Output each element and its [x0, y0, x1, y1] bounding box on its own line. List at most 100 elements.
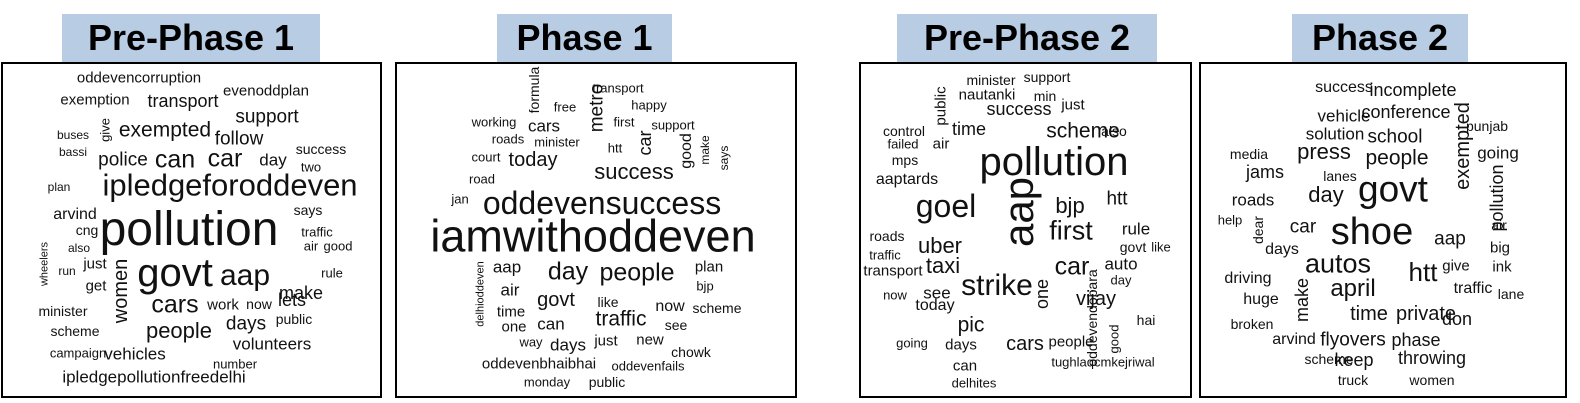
word-cloud-word: oddevensuccess [482, 185, 722, 221]
word-cloud-word: traffic [869, 247, 901, 263]
word-cloud-word: make [698, 135, 712, 165]
panel-title-pre-phase-1: Pre-Phase 1 [62, 14, 320, 62]
word-cloud-word: vijay [1075, 288, 1117, 310]
word-cloud-word: car [207, 144, 243, 173]
word-cloud-word: now [883, 287, 907, 303]
word-cloud-word: govt [137, 251, 213, 295]
word-cloud-word: mps [891, 152, 919, 168]
word-cloud-word: new [636, 331, 664, 349]
word-cloud-word: oddevencorruption [76, 69, 202, 87]
word-cloud-word: lets [277, 290, 307, 310]
word-cloud-word: good [1106, 324, 1122, 354]
word-cloud-word: oddevendobara [1084, 269, 1100, 367]
word-cloud-word: vehicle [1317, 106, 1371, 126]
word-cloud-word: htt [1408, 257, 1438, 287]
word-cloud-word: rule [321, 265, 343, 281]
word-cloud-word: govt [1358, 168, 1428, 210]
word-cloud-word: scheme [50, 323, 100, 339]
word-cloud-word: support [651, 117, 695, 133]
word-cloud-word: says [717, 145, 731, 171]
word-cloud-word: campaign [49, 345, 107, 361]
word-cloud-word: work [207, 296, 239, 314]
word-cloud-word: phase [1391, 330, 1441, 350]
word-cloud-word: just [83, 255, 107, 273]
word-cloud-word: arvind [53, 206, 97, 223]
word-cloud-word: cars [1006, 333, 1044, 355]
word-cloud-word: volunteers [232, 334, 312, 354]
word-cloud-word: traffic [1453, 280, 1493, 297]
word-cloud-word: run [58, 264, 76, 278]
word-cloud-word: goel [915, 188, 977, 224]
word-cloud-word: people [599, 258, 675, 287]
word-cloud-word: exemption [60, 91, 130, 109]
word-cloud-word: day [1110, 272, 1132, 288]
word-cloud-word: just [1061, 96, 1085, 114]
word-cloud-word: incomplete [1369, 80, 1457, 100]
word-cloud-word: two [300, 159, 322, 175]
word-cloud-word: bassi [58, 145, 88, 159]
word-cloud-word: minister [38, 303, 88, 319]
word-cloud-word: see [923, 283, 951, 303]
word-cloud-word: jan [451, 191, 469, 207]
word-cloud-word: lanes [1323, 168, 1357, 184]
word-cloud-word: day [259, 150, 287, 170]
word-cloud-word: aap [219, 259, 271, 292]
word-cloud-word: tughlaqcmkejriwal [1051, 354, 1155, 370]
word-cloud-word: police [98, 149, 148, 171]
word-cloud-word: can [952, 357, 978, 375]
word-cloud-word: oddevenfails [611, 358, 685, 374]
word-cloud-word: people [145, 318, 213, 343]
word-cloud-word: going [1477, 143, 1519, 163]
word-cloud-word: one [1032, 278, 1052, 310]
word-cloud-word: traffic [301, 224, 333, 240]
word-cloud-word: support [1023, 69, 1071, 85]
word-cloud-word: flyovers [1320, 329, 1386, 351]
word-cloud-pre-phase-1: oddevencorruption exemption transport eveno… [1, 62, 382, 398]
word-cloud-word: control [882, 123, 926, 139]
word-cloud-word: roads [491, 131, 525, 147]
word-cloud-word: days [945, 336, 977, 354]
word-cloud-word: says [293, 202, 323, 218]
word-cloud-word: private [1395, 303, 1457, 325]
word-cloud-word: throwing [1397, 348, 1467, 368]
word-cloud-word: day [547, 257, 589, 286]
word-cloud-word: exempted [118, 118, 212, 142]
word-cloud-word: aaptards [875, 171, 939, 188]
word-cloud-word: media [1229, 146, 1269, 162]
word-cloud-word: punjab [1465, 118, 1509, 134]
word-cloud-word: aap [492, 257, 522, 277]
word-cloud-word: support [235, 106, 299, 128]
word-cloud-word: aap [995, 176, 1042, 248]
word-cloud-word: time [496, 303, 526, 321]
word-cloud-word: taxi [925, 253, 961, 278]
word-cloud-word: oddevenbhaibhai [481, 355, 597, 373]
word-cloud-word: days [225, 313, 267, 335]
word-cloud-phase-2: success incomplete vehicle conference punjab… [1199, 62, 1567, 398]
word-cloud-word: rule [1121, 219, 1151, 239]
word-cloud-word: pollution [99, 203, 279, 256]
word-cloud-word: make [1292, 277, 1312, 323]
word-cloud-word: conference [1361, 102, 1451, 122]
word-cloud-word: car [635, 130, 655, 156]
word-cloud-word: like [1151, 239, 1171, 255]
panel-title-phase-1: Phase 1 [497, 14, 672, 62]
word-cloud-word: auto [1104, 254, 1138, 274]
word-cloud-word: delhioddeven [474, 261, 487, 327]
word-cloud-word: just [594, 332, 618, 350]
word-cloud-word: number [212, 356, 258, 372]
word-cloud-word: time [1350, 303, 1388, 325]
word-cloud-word: exempted [1452, 102, 1474, 190]
word-cloud-word: shoe [1330, 211, 1414, 253]
word-cloud-word: transport [147, 91, 219, 111]
word-cloud-word: women [110, 258, 132, 324]
word-cloud-word: way [519, 334, 543, 350]
word-cloud-word: failed [887, 136, 919, 152]
word-cloud-word: success [295, 141, 347, 157]
word-cloud-word: big [1489, 239, 1511, 257]
word-cloud-word: cars [527, 116, 561, 136]
word-cloud-word: traffic [595, 307, 647, 331]
word-cloud-word: htt [607, 140, 623, 156]
word-cloud-word: can [154, 145, 196, 174]
word-cloud-word: days [1265, 241, 1299, 258]
word-cloud-word: public [588, 374, 626, 390]
